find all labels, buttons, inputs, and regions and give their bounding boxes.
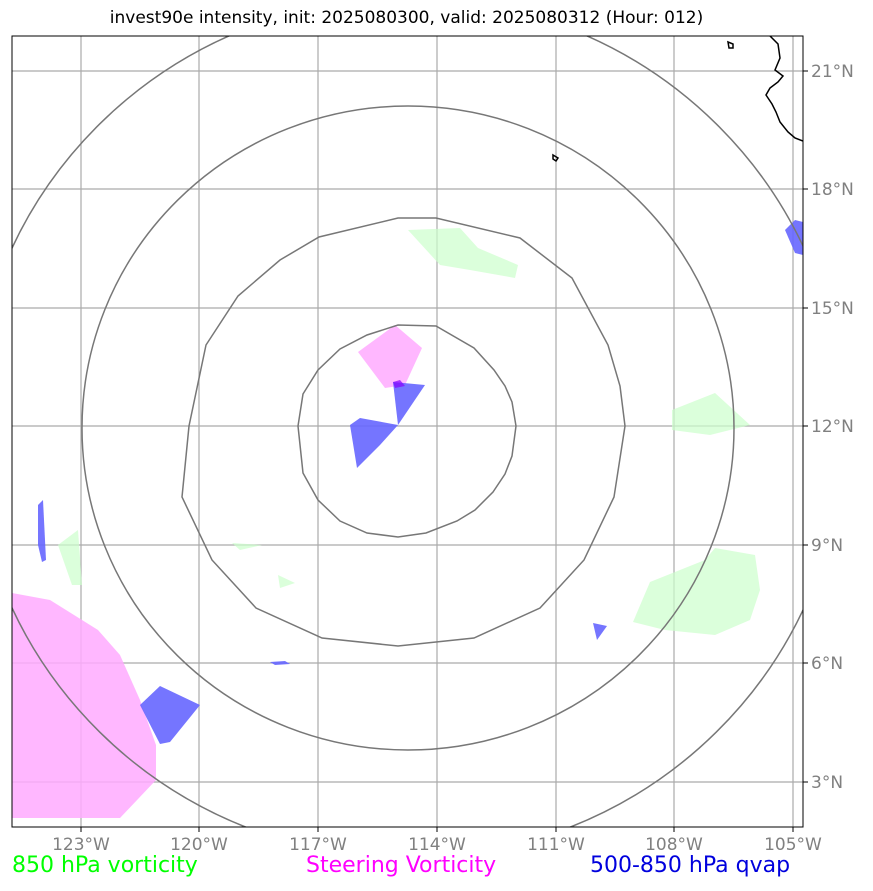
- map-title: invest90e intensity, init: 2025080300, v…: [109, 8, 704, 28]
- steering-vorticity-contours: [12, 325, 422, 818]
- range-ring-3: [81, 105, 735, 751]
- island-outline: [552, 153, 560, 163]
- lon-tick-label: 123°W: [52, 835, 110, 855]
- vorticity-region: [672, 393, 750, 435]
- lat-tick-label: 6°N: [811, 654, 843, 674]
- qvap-region: [593, 623, 607, 640]
- vorticity-region: [408, 228, 518, 278]
- range-ring-1: [297, 324, 517, 538]
- coastline: [552, 36, 803, 163]
- vorticity-region: [58, 530, 82, 585]
- lat-tick-label: 15°N: [811, 299, 854, 319]
- lat-tick-label: 18°N: [811, 180, 854, 200]
- lat-tick-label: 3°N: [811, 773, 843, 793]
- lon-tick-label: 111°W: [527, 835, 585, 855]
- legend-850-hpa-vorticity: 850 hPa vorticity: [12, 853, 198, 878]
- vorticity-850-contours: [58, 228, 760, 635]
- latitude-labels: 21°N 18°N 15°N 12°N 9°N 6°N 3°N: [811, 62, 854, 793]
- island-outline: [727, 40, 734, 49]
- tick-marks: [80, 70, 808, 832]
- lat-tick-label: 21°N: [811, 62, 854, 82]
- qvap-steering-overlap: [393, 380, 405, 388]
- range-rings: [12, 36, 803, 827]
- lon-tick-label: 120°W: [170, 835, 228, 855]
- lon-tick-label: 114°W: [408, 835, 466, 855]
- qvap-region: [38, 500, 46, 562]
- lon-tick-label: 105°W: [764, 835, 822, 855]
- lon-tick-label: 108°W: [645, 835, 703, 855]
- legend-qvap: 500-850 hPa qvap: [590, 853, 791, 878]
- gridlines: [12, 36, 803, 827]
- longitude-labels: 123°W 120°W 117°W 114°W 111°W 108°W 105°…: [52, 835, 822, 855]
- lat-tick-label: 9°N: [811, 536, 843, 556]
- vorticity-region: [633, 548, 760, 635]
- legend-steering-vorticity: Steering Vorticity: [306, 853, 497, 878]
- qvap-region: [393, 382, 425, 425]
- qvap-region: [350, 418, 398, 468]
- steering-vorticity-region: [12, 593, 156, 818]
- qvap-region: [140, 686, 200, 744]
- lat-tick-label: 12°N: [811, 417, 854, 437]
- mexico-coastline: [765, 36, 803, 142]
- range-ring-2: [181, 217, 626, 647]
- qvap-region: [270, 661, 290, 665]
- qvap-contours: [38, 220, 803, 744]
- vorticity-region: [232, 543, 262, 550]
- steering-vorticity-region: [358, 325, 422, 388]
- map-frame: [11, 35, 804, 828]
- qvap-region: [785, 220, 803, 255]
- lon-tick-label: 117°W: [289, 835, 347, 855]
- vorticity-region: [278, 575, 295, 588]
